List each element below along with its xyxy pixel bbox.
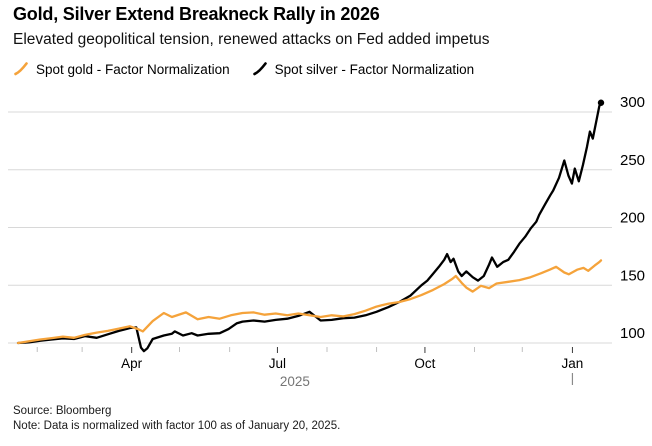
legend-item-gold: Spot gold - Factor Normalization (13, 61, 230, 77)
chart-legend: Spot gold - Factor Normalization Spot si… (13, 61, 496, 77)
series-end-dot (597, 99, 605, 106)
y-axis-label: 100 (620, 325, 645, 342)
silver-line-swatch-icon (252, 61, 268, 77)
y-axis-label: 150 (620, 267, 645, 284)
source-text: Source: Bloomberg (13, 405, 112, 417)
series-line-silver (16, 101, 603, 353)
legend-label: Spot gold - Factor Normalization (36, 61, 230, 77)
gold-line-swatch-icon (13, 61, 29, 77)
chart-title: Gold, Silver Extend Breakneck Rally in 2… (13, 4, 380, 24)
y-axis-label: 200 (620, 210, 645, 227)
x-axis-label: Jan (562, 356, 584, 371)
x-axis-label: Jul (269, 356, 286, 371)
series-line-gold (16, 259, 603, 345)
y-axis-label: 250 (620, 152, 645, 169)
x-axis-label: Oct (414, 356, 435, 371)
x-axis-label: Apr (121, 356, 143, 371)
legend-item-silver: Spot silver - Factor Normalization (252, 61, 475, 77)
year-label: 2025 (280, 374, 310, 389)
chart-subtitle: Elevated geopolitical tension, renewed a… (13, 31, 490, 48)
legend-label: Spot silver - Factor Normalization (274, 61, 475, 77)
y-axis-label: 300 (620, 94, 645, 111)
note-text: Note: Data is normalized with factor 100… (13, 420, 341, 432)
